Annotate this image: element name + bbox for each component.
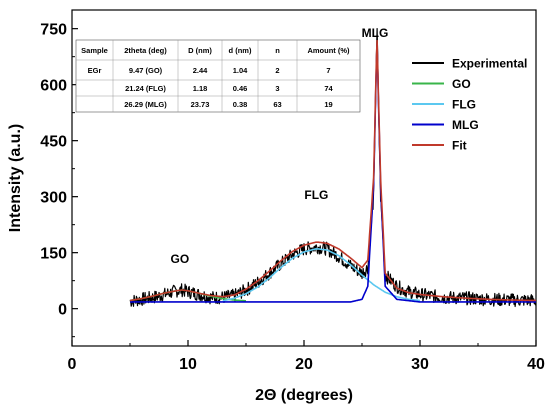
peak-label-flg: FLG (304, 188, 328, 202)
peak-label-mlg: MLG (362, 26, 389, 40)
table-cell: 2 (275, 66, 279, 75)
legend-label-go: GO (452, 77, 471, 91)
table-header-cell: Sample (81, 46, 108, 55)
y-tick-label: 450 (40, 134, 67, 151)
table-cell: EGr (88, 66, 102, 75)
table-cell: 0.38 (233, 100, 248, 109)
legend-label-fit: Fit (452, 139, 467, 153)
series-line-mlg (129, 43, 537, 303)
legend-label-flg: FLG (452, 98, 476, 112)
x-tick-label: 20 (295, 356, 313, 373)
table-header-cell: n (275, 46, 280, 55)
x-tick-label: 40 (527, 356, 545, 373)
x-tick-label: 0 (68, 356, 77, 373)
table-header-cell: Amount (%) (307, 46, 350, 55)
table-cell: 1.18 (193, 84, 208, 93)
y-tick-label: 600 (40, 78, 67, 95)
table-cell: 0.46 (233, 84, 248, 93)
table-header-cell: 2theta (deg) (124, 46, 167, 55)
peak-annotations: GO FLG MLG (171, 26, 389, 266)
legend: Experimental GO FLG MLG Fit (412, 57, 527, 153)
series-line-experimental (129, 28, 537, 308)
y-tick-label: 300 (40, 190, 67, 207)
table-header-cell: D (nm) (188, 46, 212, 55)
series-line-fit (129, 39, 537, 302)
table-cell: 23.73 (191, 100, 210, 109)
table-cell: 3 (275, 84, 279, 93)
table-cell: 26.29 (MLG) (124, 100, 167, 109)
y-tick-label: 0 (58, 302, 67, 319)
table-cell: 9.47 (GO) (129, 66, 163, 75)
table-cell: 19 (324, 100, 332, 109)
table-cell: 74 (324, 84, 333, 93)
legend-label-experimental: Experimental (452, 57, 527, 71)
table-cell: 7 (326, 66, 330, 75)
y-tick-label: 150 (40, 246, 67, 263)
table-cell: 21.24 (FLG) (125, 84, 166, 93)
peak-label-go: GO (171, 252, 190, 266)
y-axis-title: Intensity (a.u.) (7, 124, 24, 232)
series-layer (129, 28, 537, 308)
x-axis-title: 2Θ (degrees) (255, 387, 353, 404)
table-cell: 1.04 (233, 66, 248, 75)
y-tick-label: 750 (40, 22, 67, 39)
x-tick-label: 30 (411, 356, 429, 373)
legend-label-mlg: MLG (452, 118, 479, 132)
table-header-cell: d (nm) (229, 46, 252, 55)
table-cell: 2.44 (193, 66, 208, 75)
axes-layer: 0 10 20 30 40 0 150 300 450 600 750 (40, 22, 545, 373)
series-line-flg (222, 248, 421, 302)
table-cell: 63 (273, 100, 281, 109)
x-tick-label: 10 (179, 356, 197, 373)
data-table: Sample 2theta (deg) D (nm) d (nm) n Amount (%… (75, 39, 361, 113)
table-frame (75, 39, 361, 113)
